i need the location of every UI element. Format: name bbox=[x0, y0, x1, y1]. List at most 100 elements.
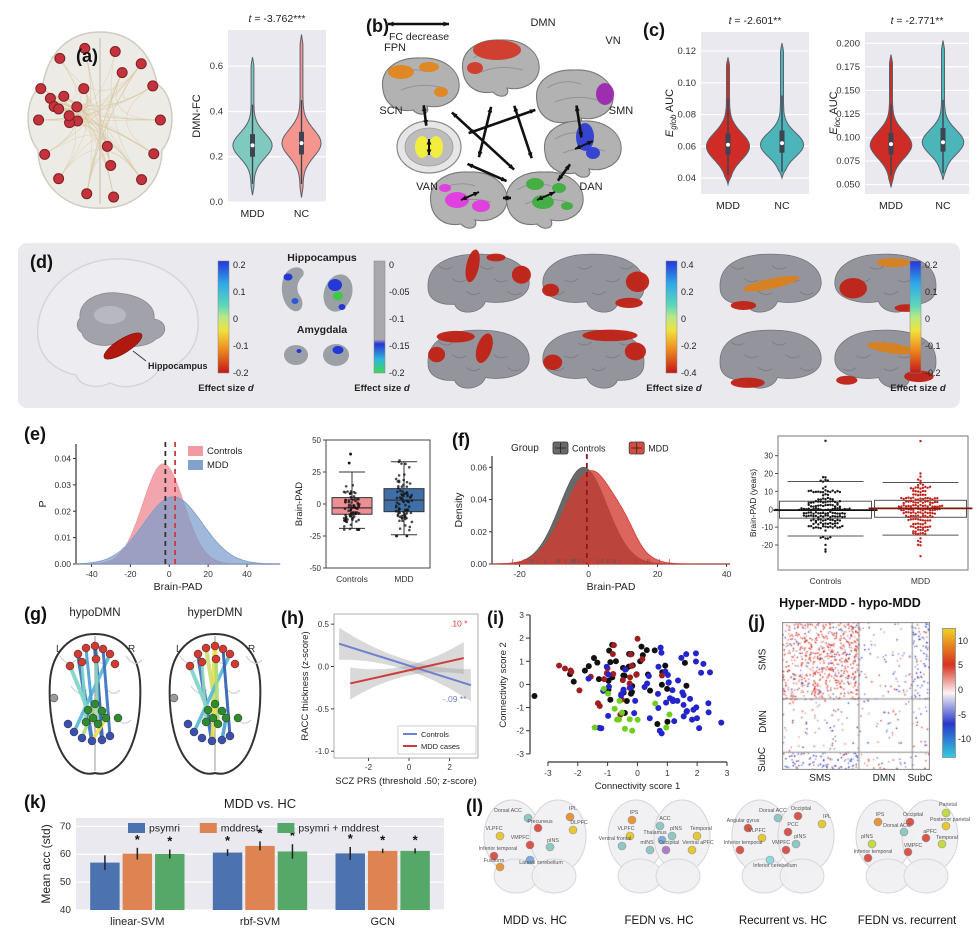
network-node bbox=[35, 83, 47, 95]
scatter-point bbox=[621, 725, 628, 732]
y-tick-label: 0.02 bbox=[470, 527, 487, 537]
scatter-point bbox=[607, 659, 614, 666]
y-tick-label: 0.08 bbox=[678, 110, 697, 121]
y-tick-label: 0.04 bbox=[470, 495, 487, 505]
connectome-title: hyperDMN bbox=[188, 607, 243, 619]
colorbar-tick: 0 bbox=[233, 314, 238, 324]
region-dot bbox=[941, 821, 951, 831]
x-tick-label: 0 bbox=[407, 763, 412, 772]
scatter-point bbox=[664, 718, 671, 725]
hippocampus-annotation: Hippocampus bbox=[148, 361, 208, 371]
x-tick-label: 2 bbox=[695, 768, 700, 778]
scatter-point bbox=[662, 668, 669, 675]
x-axis-label: SCZ PRS (threshold .50; z-score) bbox=[335, 776, 477, 787]
connectome-node bbox=[65, 661, 75, 671]
glass-brain-contrast: Dorsal ACC Occipital IPL Angular gyrus PCC VL… bbox=[724, 799, 835, 927]
legend-label: Controls bbox=[421, 730, 449, 739]
region-dot bbox=[568, 825, 578, 835]
y-tick-label: 40 bbox=[60, 905, 72, 916]
connectome-node bbox=[88, 713, 98, 723]
y-tick-label: 0.125 bbox=[836, 109, 860, 120]
scatter-point bbox=[658, 649, 665, 656]
brain-SMN bbox=[543, 120, 622, 178]
network-node bbox=[33, 114, 45, 126]
significance-star: * bbox=[135, 832, 141, 847]
panel-a-label: (a) bbox=[76, 46, 98, 66]
region-label: IPS bbox=[876, 812, 885, 818]
y-tick-label: 0.2 bbox=[210, 152, 223, 163]
scatter-point bbox=[669, 687, 676, 694]
x-tick-label: -2 bbox=[574, 768, 582, 778]
legend-swatch bbox=[188, 446, 203, 456]
connectome-node bbox=[73, 649, 83, 659]
region-dot bbox=[903, 847, 913, 857]
bar-psymri + mddrest bbox=[155, 853, 185, 910]
region-dot bbox=[565, 812, 575, 822]
scatter-point bbox=[629, 727, 636, 734]
legend-label: MDD bbox=[207, 460, 229, 471]
colorbar-label: Effect size d bbox=[354, 383, 410, 394]
panel-g-label: (g) bbox=[24, 604, 47, 624]
region-label: VMPFC bbox=[904, 843, 923, 849]
effect-size-colorbar: 0.2 0.1 0 -0.1 -0.2 Effect size d bbox=[198, 260, 254, 394]
cortical-surface bbox=[719, 329, 822, 389]
connectome-edge bbox=[210, 702, 217, 743]
scatter-point bbox=[689, 716, 696, 723]
connectome-node bbox=[90, 699, 100, 709]
x-axis-label: Brain-PAD bbox=[154, 581, 203, 593]
colorbar-tick: 0 bbox=[958, 685, 964, 695]
legend-swatch bbox=[277, 823, 295, 833]
scatter-point bbox=[639, 656, 646, 663]
region-dot bbox=[657, 835, 667, 845]
plot-background bbox=[228, 30, 326, 202]
cortical-surface bbox=[719, 253, 822, 313]
scatter-point bbox=[605, 712, 612, 719]
region-dot bbox=[863, 853, 873, 863]
scatter-point bbox=[585, 675, 592, 682]
x-category-label: NC bbox=[294, 208, 310, 220]
y-tick-label: 0.0 bbox=[318, 663, 330, 672]
scatter-point bbox=[666, 711, 673, 718]
scatter-point bbox=[643, 647, 650, 654]
region-label: Inferior cerebellum bbox=[753, 863, 797, 869]
scatter-point bbox=[556, 662, 563, 669]
density-MDD bbox=[75, 496, 281, 565]
connectome-node bbox=[105, 649, 115, 659]
scatter-point bbox=[718, 719, 725, 726]
legend-label: psymri bbox=[149, 823, 180, 835]
region-dot bbox=[661, 845, 671, 855]
contrast-caption: Recurrent vs. HC bbox=[739, 915, 827, 927]
y-tick-label: -3 bbox=[516, 749, 524, 759]
cortical-surface bbox=[427, 249, 531, 313]
connectome-node bbox=[193, 649, 203, 659]
bar-mddrest bbox=[245, 845, 275, 910]
y-tick-label: 0.04 bbox=[678, 173, 697, 184]
region-dot bbox=[692, 831, 702, 841]
y-tick-label: 0.00 bbox=[470, 559, 487, 569]
scatter-point bbox=[595, 676, 602, 683]
hemisphere-right-label: R bbox=[128, 644, 135, 655]
x-tick-label: -20 bbox=[124, 569, 137, 579]
scatter-point bbox=[614, 716, 621, 723]
legend-title: Group bbox=[511, 443, 539, 454]
panel-d-label: (d) bbox=[30, 252, 53, 272]
bar-psymri + mddrest bbox=[277, 851, 308, 910]
matrix-colorbar bbox=[942, 628, 956, 758]
region-dot bbox=[781, 845, 791, 855]
region-dot bbox=[687, 845, 697, 855]
connectome-edge bbox=[214, 657, 220, 726]
scatter-point bbox=[576, 687, 583, 694]
scatter-point bbox=[561, 665, 568, 672]
hemisphere-right-label: R bbox=[248, 644, 255, 655]
y-tick-label: -10 bbox=[761, 523, 773, 532]
y-tick-label: -50 bbox=[309, 564, 321, 573]
y-tick-label: 0 bbox=[519, 679, 524, 689]
colorbar-tick: -0.1 bbox=[233, 341, 249, 351]
glass-brain-contrast: Dorsal ACC IPL Precuneus DLPFC VLPFC VMPFC pIN… bbox=[479, 799, 588, 927]
scatter-point bbox=[663, 724, 670, 731]
scatter-point bbox=[683, 708, 690, 715]
scatter-point bbox=[693, 715, 700, 722]
